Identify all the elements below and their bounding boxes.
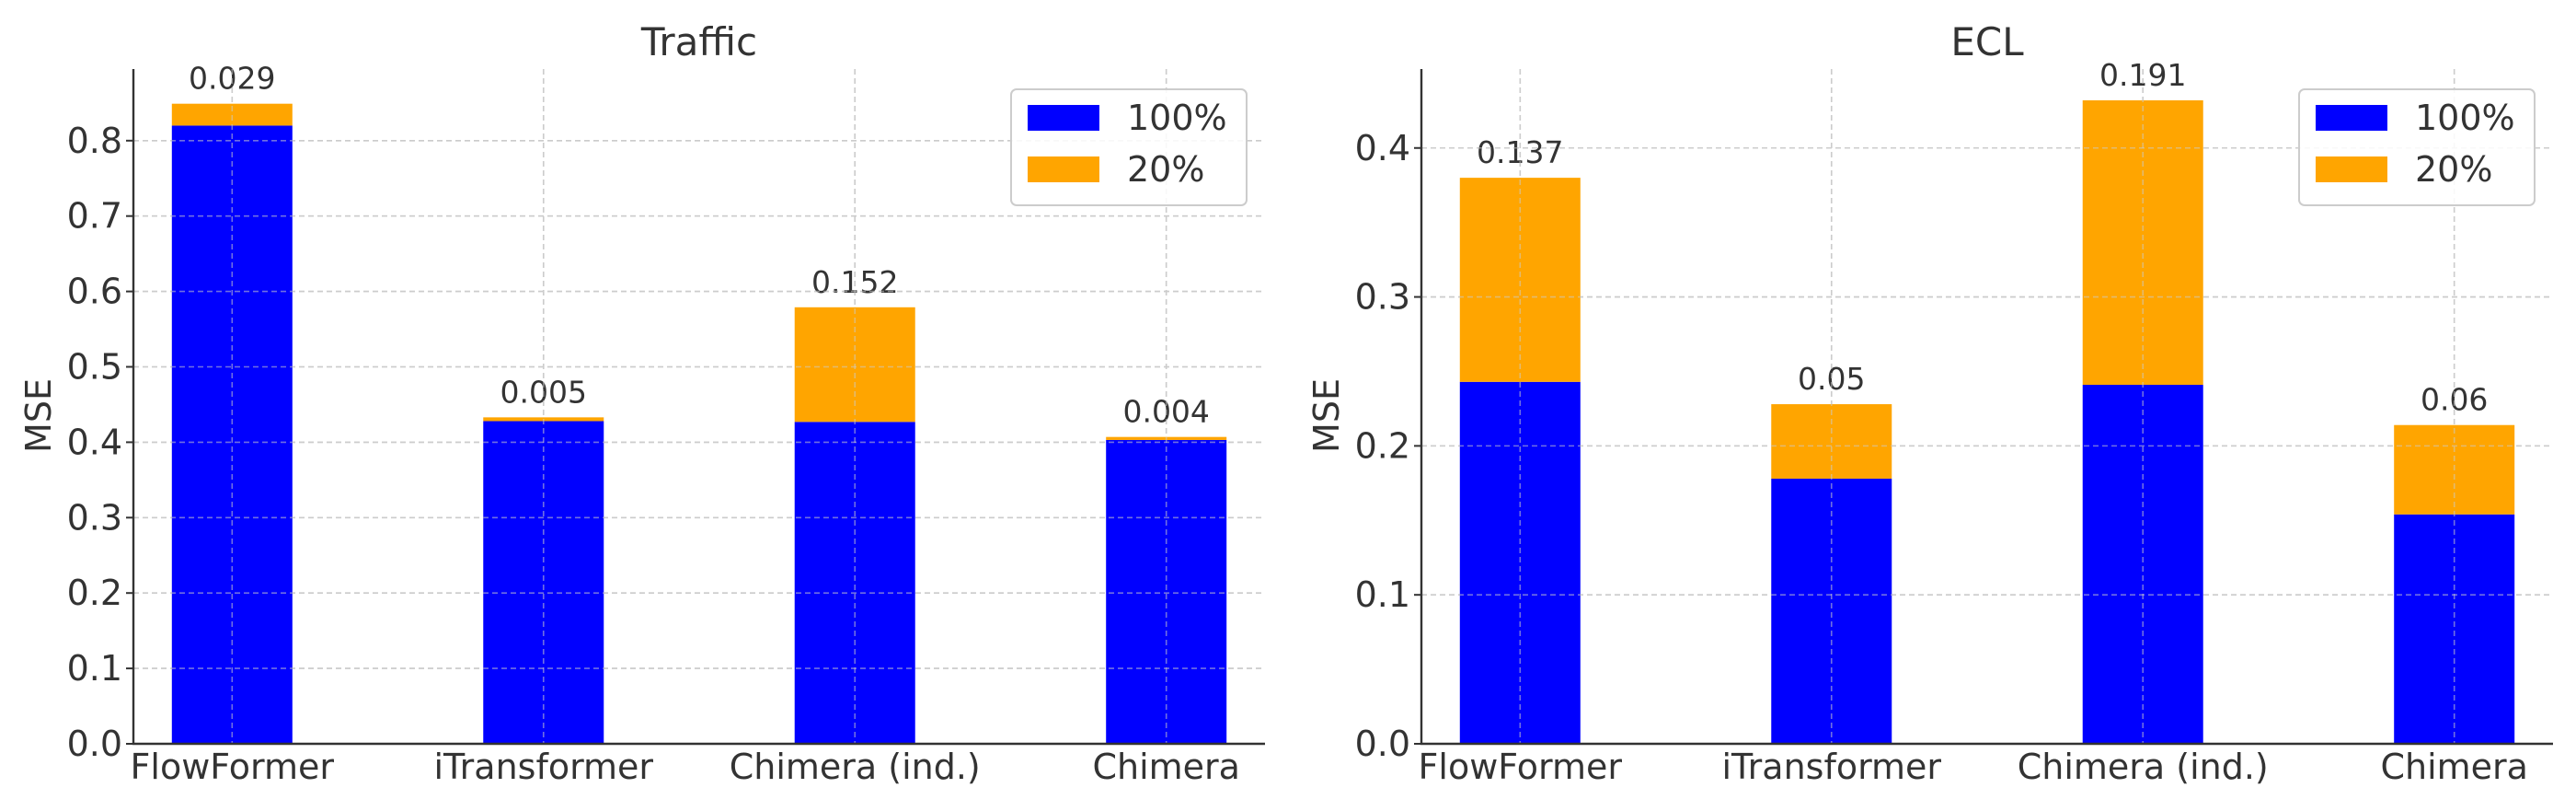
legend-swatch bbox=[2316, 105, 2387, 131]
legend-label: 100% bbox=[2415, 98, 2515, 138]
x-tick-label: FlowFormer bbox=[1419, 747, 1623, 787]
y-tick-label: 0.4 bbox=[67, 422, 122, 462]
chart-panel-1: 0.1370.050.1910.060.00.10.20.30.4FlowFor… bbox=[1306, 19, 2553, 787]
y-tick-label: 0.0 bbox=[1355, 724, 1410, 764]
y-tick-label: 0.3 bbox=[67, 497, 122, 538]
y-tick-label: 0.1 bbox=[67, 648, 122, 689]
bar-partial-0 bbox=[171, 103, 293, 126]
x-tick-label: iTransformer bbox=[433, 747, 653, 787]
chart-title: ECL bbox=[1950, 19, 2024, 64]
y-tick-label: 0.2 bbox=[1355, 425, 1410, 466]
legend-label: 100% bbox=[1127, 98, 1227, 138]
x-tick-label: FlowFormer bbox=[131, 747, 335, 787]
bar-full-2 bbox=[2082, 385, 2203, 744]
y-tick-label: 0.1 bbox=[1355, 574, 1410, 615]
x-tick-label: iTransformer bbox=[1721, 747, 1941, 787]
legend-label: 20% bbox=[1127, 149, 1204, 190]
chart-panel-0: 0.0290.0050.1520.0040.00.10.20.30.40.50.… bbox=[18, 19, 1265, 787]
legend-swatch bbox=[2316, 156, 2387, 182]
x-tick-label: Chimera bbox=[1092, 747, 1239, 787]
bar-full-1 bbox=[1771, 478, 1892, 744]
y-tick-label: 0.7 bbox=[67, 196, 122, 237]
legend-swatch bbox=[1028, 156, 1099, 182]
y-tick-label: 0.0 bbox=[67, 724, 122, 764]
x-tick-label: Chimera (ind.) bbox=[2018, 747, 2269, 787]
y-tick-label: 0.6 bbox=[67, 272, 122, 312]
y-tick-label: 0.3 bbox=[1355, 277, 1410, 318]
x-tick-label: Chimera bbox=[2380, 747, 2527, 787]
bar-full-3 bbox=[1106, 439, 1227, 744]
y-tick-label: 0.4 bbox=[1355, 128, 1410, 168]
y-axis-label: MSE bbox=[1306, 378, 1347, 453]
legend-label: 20% bbox=[2415, 149, 2492, 190]
y-tick-label: 0.2 bbox=[67, 573, 122, 613]
y-tick-label: 0.8 bbox=[67, 121, 122, 161]
x-tick-label: Chimera (ind.) bbox=[730, 747, 981, 787]
y-axis-label: MSE bbox=[18, 378, 59, 453]
data-label: 0.191 bbox=[2099, 57, 2186, 93]
legend-swatch bbox=[1028, 105, 1099, 131]
y-tick-label: 0.5 bbox=[67, 347, 122, 388]
chart-title: Traffic bbox=[640, 19, 757, 64]
